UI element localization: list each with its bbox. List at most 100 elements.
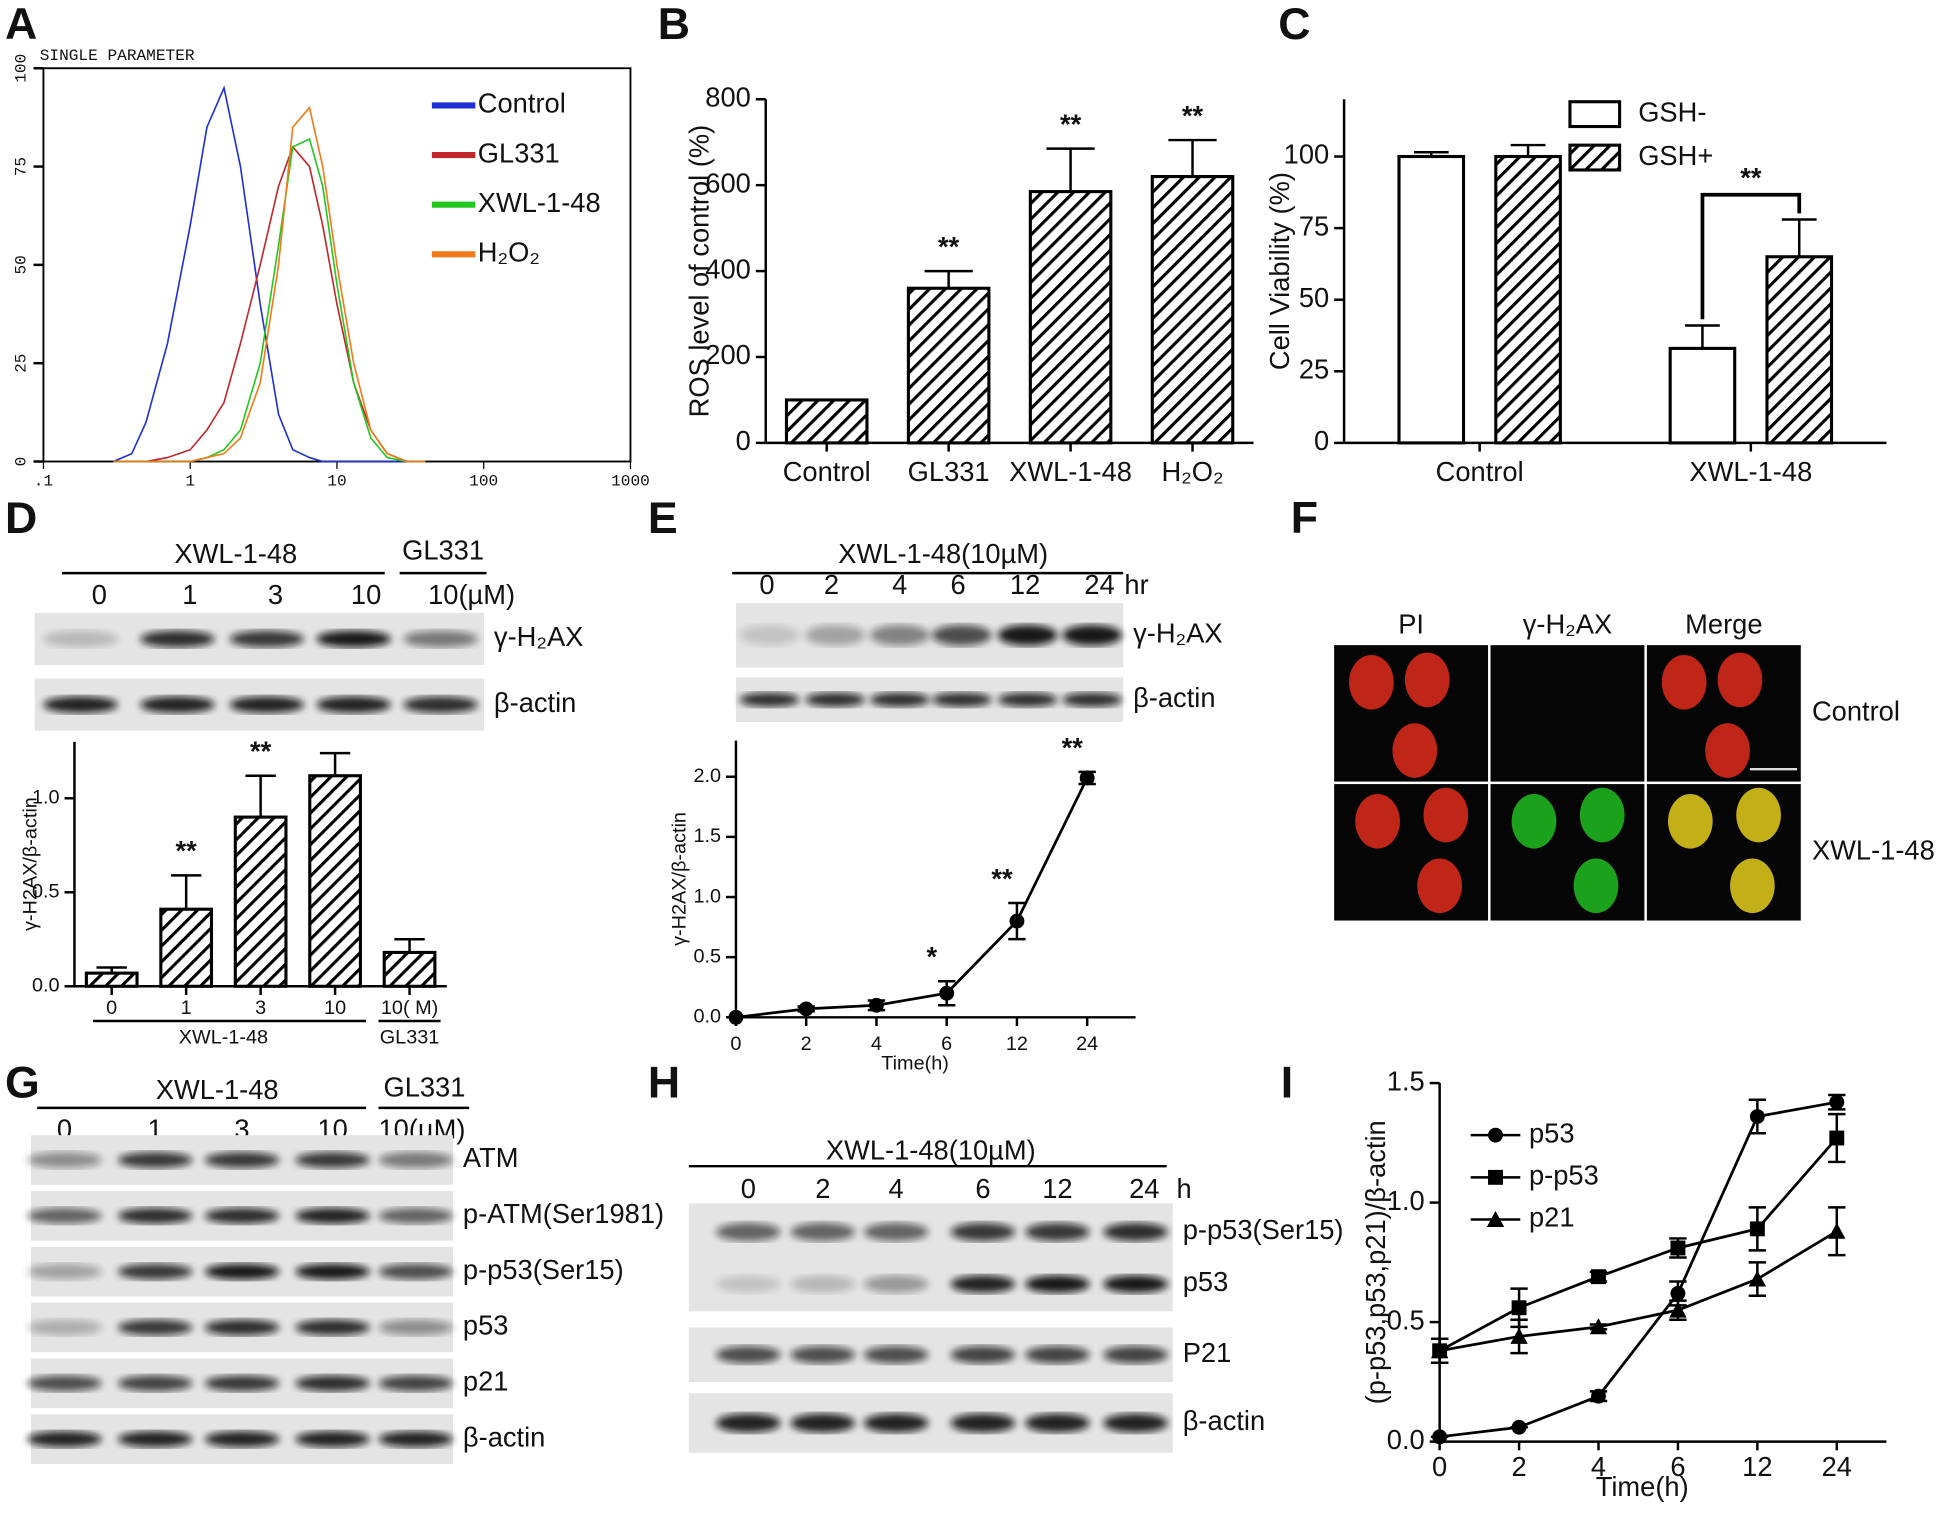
band [204, 1207, 280, 1224]
nucleus [1355, 793, 1400, 849]
x-tick-label: 10( M) [381, 997, 438, 1019]
band [863, 1346, 929, 1364]
legend-label: H₂O₂ [478, 237, 540, 268]
nucleus [1349, 655, 1394, 710]
x-tick-label: Control [783, 456, 871, 487]
lane-label: 2 [815, 1173, 830, 1204]
data-line [1439, 1100, 1838, 1439]
x-tick-label: 12 [1742, 1451, 1772, 1482]
group-label: GL331 [380, 1027, 440, 1049]
y-tick-label: 75 [1299, 210, 1329, 241]
band [950, 1222, 1016, 1242]
nucleus [1511, 793, 1557, 849]
lane-label: 12 [1042, 1173, 1072, 1204]
x-tick-label: 0 [730, 1033, 741, 1055]
x-tick-label: Control [1436, 456, 1524, 487]
y-axis-label: ROS level of control (%) [683, 125, 714, 418]
lane-label: 10 [351, 579, 381, 610]
x-tick-label: 6 [941, 1033, 952, 1055]
x-tick-label: H₂O₂ [1161, 456, 1223, 487]
lane-label: 24 [1084, 569, 1114, 600]
unit-label: hr [1124, 569, 1148, 600]
marker [939, 985, 955, 1001]
band [295, 1207, 370, 1224]
band [869, 624, 930, 646]
bar [1397, 154, 1466, 445]
row-label: γ-H₂AX [1133, 617, 1222, 648]
group-label: GL331 [383, 1071, 465, 1102]
band [790, 1413, 856, 1433]
y-axis-label: γ-H2AX/β-actin [19, 797, 41, 931]
y-tick-label: 0.5 [1387, 1304, 1425, 1335]
band [140, 630, 215, 648]
marker [728, 1009, 744, 1025]
band [739, 624, 800, 646]
panel-letter: H [648, 1058, 680, 1107]
marker [1511, 1300, 1527, 1316]
row-label: p-ATM(Ser1981) [463, 1198, 664, 1229]
marker [1828, 1222, 1846, 1239]
y-tick-label: 0.0 [1387, 1424, 1425, 1455]
band [204, 1152, 280, 1168]
band [117, 1207, 193, 1224]
y-tick-label: 0.0 [693, 1006, 721, 1028]
band [117, 1431, 193, 1448]
x-tick-label: 4 [871, 1033, 882, 1055]
x-tick-label: XWL-1-48 [1009, 456, 1132, 487]
x-tick-label: GL331 [908, 456, 990, 487]
band [43, 630, 118, 648]
band [140, 696, 215, 714]
y-tick-label: 0.5 [32, 881, 60, 903]
panel-letter: E [648, 494, 678, 543]
lane-label: 3 [268, 579, 283, 610]
row-label: p-p53(Ser15) [463, 1254, 624, 1285]
x-tick-label: 2 [1511, 1451, 1526, 1482]
legend-label: GSH+ [1638, 140, 1713, 171]
marker [1488, 1127, 1503, 1143]
legend-swatch [1568, 143, 1622, 172]
legend-label: p53 [1529, 1117, 1575, 1148]
marker [1749, 1109, 1765, 1124]
row-label: p53 [463, 1310, 509, 1341]
row-label: P21 [1183, 1337, 1232, 1368]
nucleus [1579, 787, 1625, 843]
marker [1591, 1269, 1606, 1285]
x-tick-label: 100 [469, 473, 498, 491]
x-tick-label: 3 [255, 997, 266, 1019]
panel-letter: F [1291, 494, 1318, 543]
row-label: γ-H₂AX [494, 621, 583, 652]
marker [1510, 1327, 1528, 1344]
group-label: XWL-1-48 [156, 1074, 279, 1105]
nucleus [1417, 858, 1462, 914]
row-label: p53 [1183, 1266, 1229, 1297]
band [295, 1431, 370, 1448]
band [716, 1275, 781, 1293]
y-tick-label: 200 [705, 339, 751, 370]
band [204, 1431, 280, 1448]
band [117, 1263, 193, 1280]
panel-letter: I [1281, 1058, 1293, 1107]
band [295, 1319, 370, 1336]
band [1103, 1346, 1168, 1364]
band [295, 1263, 370, 1280]
band [27, 1263, 102, 1280]
band [403, 630, 478, 648]
marker [1589, 1318, 1608, 1335]
x-tick-label: 1000 [611, 473, 650, 491]
lane-label: 0 [759, 569, 774, 600]
nucleus [1736, 787, 1781, 843]
group-label: GL331 [402, 534, 484, 565]
data-line [735, 777, 1089, 1019]
x-tick-label: 1 [185, 473, 195, 491]
annotation: ** [1740, 162, 1762, 193]
x-axis-label: Time(h) [881, 1053, 949, 1075]
row-label: p21 [463, 1365, 509, 1396]
nucleus [1668, 793, 1713, 849]
band [295, 1152, 370, 1168]
band [378, 1207, 453, 1224]
nucleus [1404, 652, 1450, 708]
band [204, 1263, 280, 1280]
data-line [113, 137, 426, 463]
band [932, 692, 992, 707]
